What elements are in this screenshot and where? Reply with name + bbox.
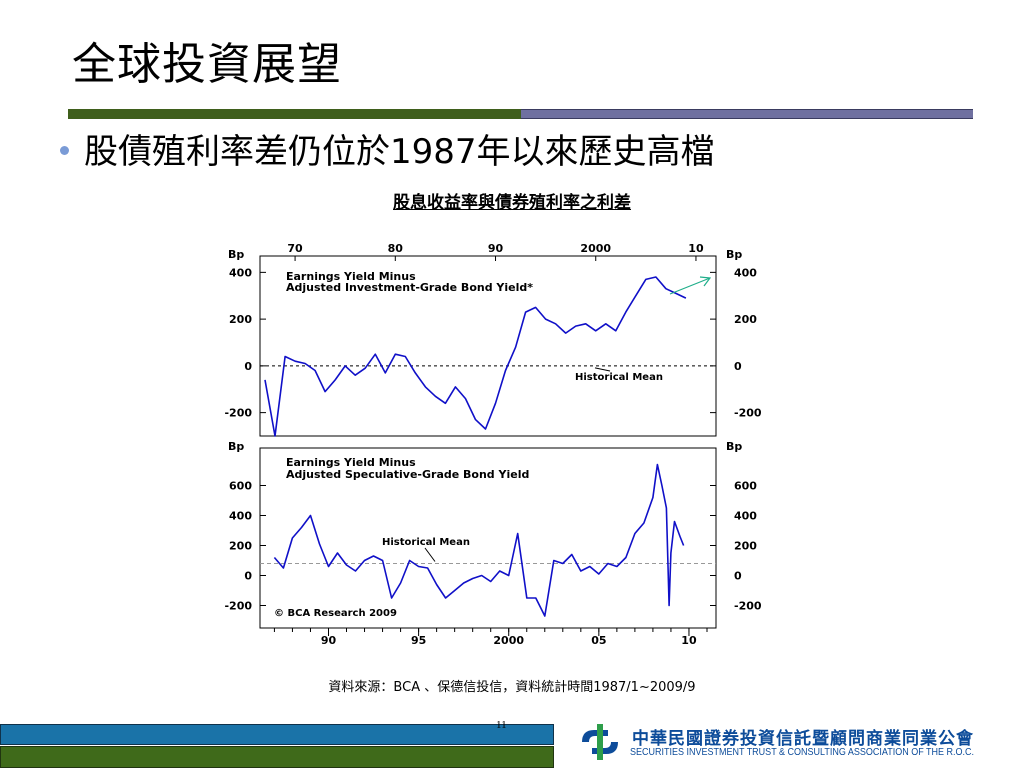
series-line-2 xyxy=(273,463,685,617)
y-tick-label-right: 200 xyxy=(734,313,757,326)
y-tick-label-right: -200 xyxy=(734,407,762,420)
x-tick-label: 2000 xyxy=(493,634,524,647)
chart-subtitle: 股息收益率與債券殖利率之利差 xyxy=(393,193,631,213)
bullet-text: 股債殖利率差仍位於1987年以來歷史高檔 xyxy=(84,132,715,172)
bullet-icon xyxy=(60,146,69,155)
series-line-1 xyxy=(264,276,687,437)
title-rule-green xyxy=(68,109,521,119)
page-number: 11 xyxy=(496,719,507,731)
x-tick-label: 10 xyxy=(688,242,704,255)
x-tick-label: 90 xyxy=(321,634,337,647)
source-note: 資料來源：BCA 、保德信投信，資料統計時間1987/1~2009/9 xyxy=(328,680,696,695)
y-tick-label-left: 0 xyxy=(244,360,252,373)
y-tick-label-left: -200 xyxy=(224,407,252,420)
chart-copyright: © BCA Research 2009 xyxy=(274,608,397,619)
highlight-arrowhead xyxy=(699,276,712,287)
annotation-leader xyxy=(594,367,611,372)
chart-title-line1: Earnings Yield Minus xyxy=(286,456,416,469)
association-name-cn: 中華民國證券投資信託暨顧問商業同業公會 xyxy=(632,729,974,749)
y-tick-label-right: 400 xyxy=(734,510,757,523)
title-rule-blue xyxy=(521,109,973,119)
x-tick-label: 2000 xyxy=(580,242,611,255)
y-tick-label-right: 400 xyxy=(734,266,757,279)
x-tick-label: 70 xyxy=(287,242,303,255)
slide-title: 全球投資展望 xyxy=(72,39,342,90)
y-tick-label-right: 0 xyxy=(734,360,742,373)
chart-title-line2: Adjusted Speculative-Grade Bond Yield xyxy=(286,468,529,481)
chart-panel-frame-1 xyxy=(259,255,717,437)
y-unit-right: Bp xyxy=(726,440,742,453)
y-tick-label-right: 0 xyxy=(734,570,742,583)
x-tick-label: 95 xyxy=(411,634,426,647)
footer-bar-blue xyxy=(0,724,554,745)
association-logo-icon xyxy=(582,724,618,760)
y-tick-label-left: 200 xyxy=(229,313,252,326)
mean-annotation: Historical Mean xyxy=(575,372,663,383)
y-tick-label-right: 600 xyxy=(734,480,757,493)
annotation-leader xyxy=(424,547,436,562)
y-tick-label-right: -200 xyxy=(734,600,762,613)
x-tick-label: 10 xyxy=(681,634,697,647)
y-tick-label-left: 600 xyxy=(229,480,252,493)
y-tick-label-left: 200 xyxy=(229,540,252,553)
y-tick-label-left: -200 xyxy=(224,600,252,613)
x-tick-label: 05 xyxy=(591,634,606,647)
y-unit-left: Bp xyxy=(228,440,244,453)
y-tick-label-left: 400 xyxy=(229,266,252,279)
y-tick-label-right: 200 xyxy=(734,540,757,553)
y-unit-left: Bp xyxy=(228,248,244,261)
x-tick-label: 80 xyxy=(388,242,404,255)
association-name-en: SECURITIES INVESTMENT TRUST & CONSULTING… xyxy=(630,747,975,758)
footer-bar-green xyxy=(0,746,554,768)
y-unit-right: Bp xyxy=(726,248,742,261)
mean-annotation: Historical Mean xyxy=(382,537,470,548)
x-tick-label: 90 xyxy=(488,242,504,255)
y-tick-label-left: 400 xyxy=(229,510,252,523)
highlight-arrow xyxy=(669,277,711,295)
y-tick-label-left: 0 xyxy=(244,570,252,583)
chart-title-line1: Earnings Yield Minus xyxy=(286,270,416,283)
chart-panel-frame-2 xyxy=(259,447,717,629)
chart-title-line2: Adjusted Investment-Grade Bond Yield* xyxy=(286,281,533,294)
